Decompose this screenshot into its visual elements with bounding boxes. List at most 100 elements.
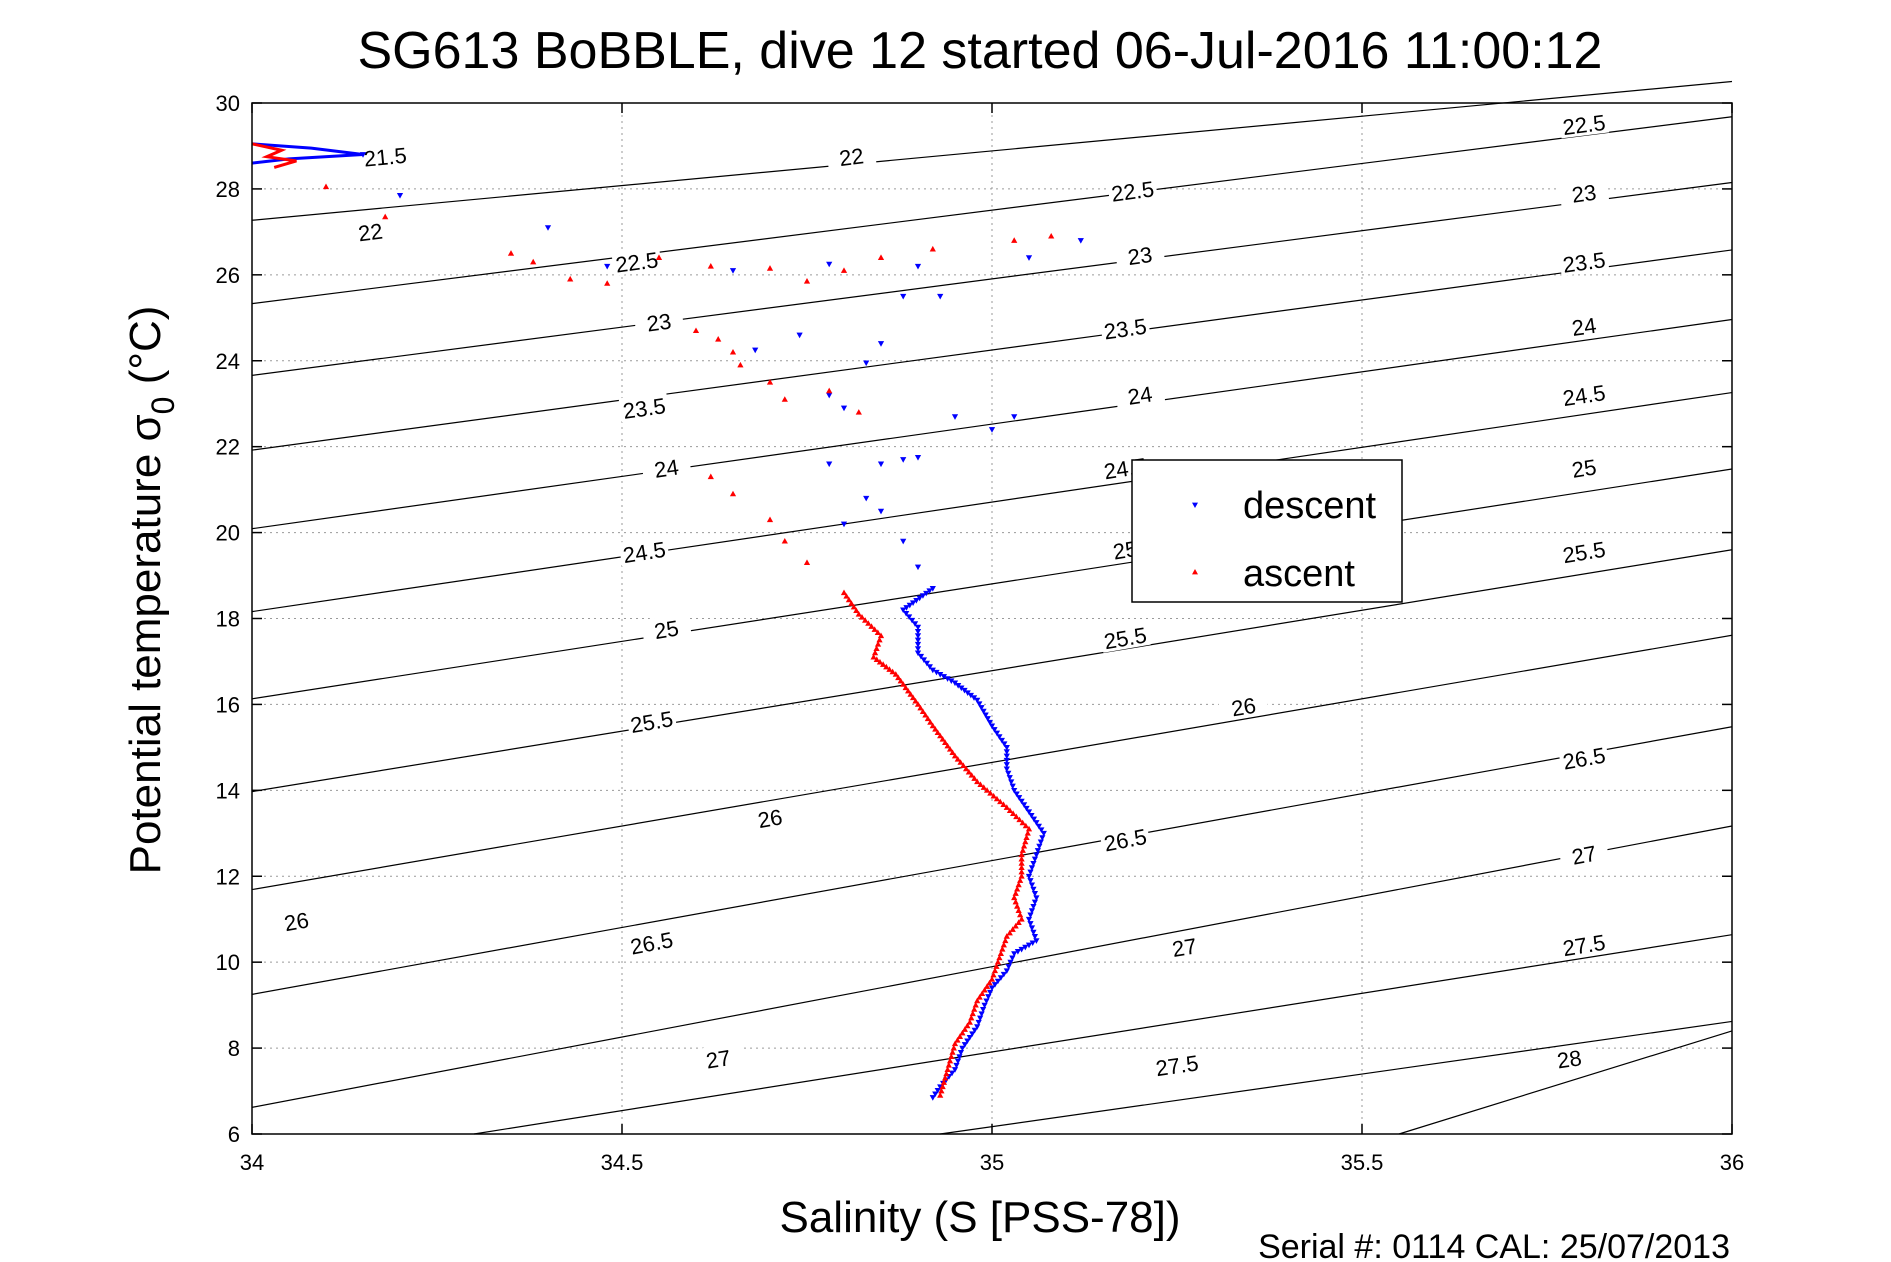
contour-label-bg — [1099, 822, 1151, 856]
series-ascent-point-35 — [858, 614, 866, 620]
series-ascent-point-10 — [840, 267, 848, 273]
contour-label-8-1: 25.5 — [1102, 622, 1148, 654]
series-ascent-point-55 — [897, 677, 904, 684]
series-descent-point-16 — [840, 405, 848, 412]
contour-label-bg — [618, 535, 670, 567]
series-descent-point-144 — [985, 994, 992, 1000]
contour-label-5-0: 24 — [653, 454, 681, 482]
legend: descent ascent — [1131, 459, 1403, 603]
contour-line-9 — [251, 726, 1733, 995]
y-axis-label-unit: (°C) — [121, 306, 170, 385]
series-descent-point-96 — [1025, 809, 1033, 816]
legend-marker-descent — [1192, 502, 1198, 508]
contour-label-12-1: 28 — [1555, 1045, 1583, 1073]
series-descent-point-93 — [1018, 798, 1025, 805]
contour-line-0 — [251, 80, 1733, 221]
series-descent-point-92 — [1016, 795, 1023, 801]
series-descent-point-41 — [908, 617, 916, 624]
y-tick-label-1: 8 — [228, 1036, 240, 1061]
x-tick-label-4: 36 — [1720, 1150, 1744, 1175]
series-ascent-point-17 — [729, 348, 737, 355]
series-ascent-point-129 — [1000, 941, 1007, 948]
series-ascent-point-130 — [999, 946, 1006, 952]
series-descent-point-123 — [1027, 921, 1034, 927]
y-axis-label-main: Potential temperature σ — [121, 414, 170, 874]
contour-line-4 — [251, 318, 1733, 530]
series-descent-point-135 — [1007, 959, 1014, 966]
series-descent-point-47 — [914, 641, 922, 648]
contour-label-bg — [1558, 108, 1610, 139]
series-ascent-point-63 — [917, 704, 924, 711]
series-ascent-point-100 — [1022, 822, 1029, 829]
contour-label-6-2: 25 — [1570, 454, 1598, 482]
series-descent-point-117 — [1033, 895, 1040, 901]
chart-title: SG613 BoBBLE, dive 12 started 06-Jul-201… — [358, 22, 1603, 80]
series-descent-point-108 — [1031, 856, 1039, 863]
series-descent-point-125 — [1030, 929, 1037, 936]
series-descent-point-48 — [914, 646, 922, 652]
series-descent-point-138 — [1000, 971, 1007, 978]
series-descent-point-7 — [1025, 255, 1033, 261]
series-descent-point-90 — [1011, 787, 1018, 794]
contour-label-1-1: 22 — [838, 143, 865, 171]
series-ascent-point-12 — [929, 245, 936, 252]
x-tick-label-3: 35.5 — [1341, 1150, 1384, 1175]
series-descent-point-52 — [923, 660, 930, 667]
series-ascent-point-37 — [865, 620, 872, 626]
svg-text:Potential temperature σ0 (°C): Potential temperature σ0 (°C) — [121, 306, 181, 875]
series-descent-point-162 — [951, 1067, 959, 1073]
series-descent-point-142 — [988, 985, 996, 992]
series-descent-point-104 — [1037, 839, 1044, 846]
series-ascent-point-150 — [961, 1026, 968, 1032]
series-descent-point-143 — [987, 989, 994, 996]
series-descent-point-5 — [826, 261, 833, 268]
series-descent-point-85 — [1003, 766, 1010, 773]
contour-line-3 — [251, 249, 1733, 451]
series-ascent-point-138 — [986, 979, 993, 986]
series-ascent-point-29 — [843, 593, 850, 599]
contour-label-1-0: 22 — [357, 218, 384, 246]
y-tick-label-12: 30 — [216, 91, 240, 116]
series-descent-point-40 — [906, 614, 913, 620]
series-ascent-point-68 — [929, 722, 936, 729]
series-descent-point-121 — [1027, 912, 1034, 919]
series-descent-point-169 — [932, 1091, 939, 1098]
series-descent-point-2 — [544, 225, 552, 231]
contour-label-bg — [640, 451, 692, 483]
y-tick-label-5: 16 — [216, 692, 240, 717]
series-ascent-point-131 — [997, 950, 1004, 956]
series-ascent-point-80 — [960, 762, 967, 769]
series-descent-point-149 — [977, 1015, 984, 1022]
series-ascent-point-31 — [848, 600, 855, 606]
series-ascent-point-127 — [1003, 933, 1010, 939]
series-descent-point-69 — [978, 705, 985, 711]
series-ascent-point-60 — [909, 694, 917, 701]
series-ascent-point-144 — [972, 1001, 979, 1008]
series-descent-point-126 — [1031, 934, 1039, 940]
series-ascent-point-22 — [855, 409, 862, 415]
series-ascent-point-115 — [1014, 885, 1021, 892]
series-descent-point-10 — [937, 293, 944, 300]
contour-label-7-2: 25.5 — [1561, 537, 1607, 569]
series-descent-point-103 — [1039, 835, 1046, 841]
y-axis-label-subscript: 0 — [145, 397, 181, 415]
series-descent-point-3 — [604, 263, 611, 270]
series-descent-point-51 — [920, 657, 928, 663]
series-descent-point-110 — [1028, 865, 1036, 871]
series-ascent-point-42 — [876, 636, 883, 643]
series-ascent-point-88 — [983, 787, 991, 793]
series-descent-point-120 — [1028, 908, 1036, 914]
contour-label-6-0: 24.5 — [621, 537, 667, 568]
contour-label-bg — [344, 215, 396, 246]
series-descent-point-71 — [982, 712, 989, 719]
series-ascent-point-166 — [937, 1092, 944, 1098]
series-ascent-point-124 — [1012, 922, 1019, 929]
series-ascent-point-92 — [997, 798, 1004, 805]
series-descent-point-38 — [900, 607, 907, 614]
contour-label-10-0: 26.5 — [628, 927, 675, 960]
series-descent-point-154 — [966, 1034, 973, 1041]
series-descent-point-139 — [997, 975, 1004, 981]
series-ascent-point-13 — [1011, 237, 1018, 243]
contour-label-4-0: 23.5 — [621, 393, 667, 424]
